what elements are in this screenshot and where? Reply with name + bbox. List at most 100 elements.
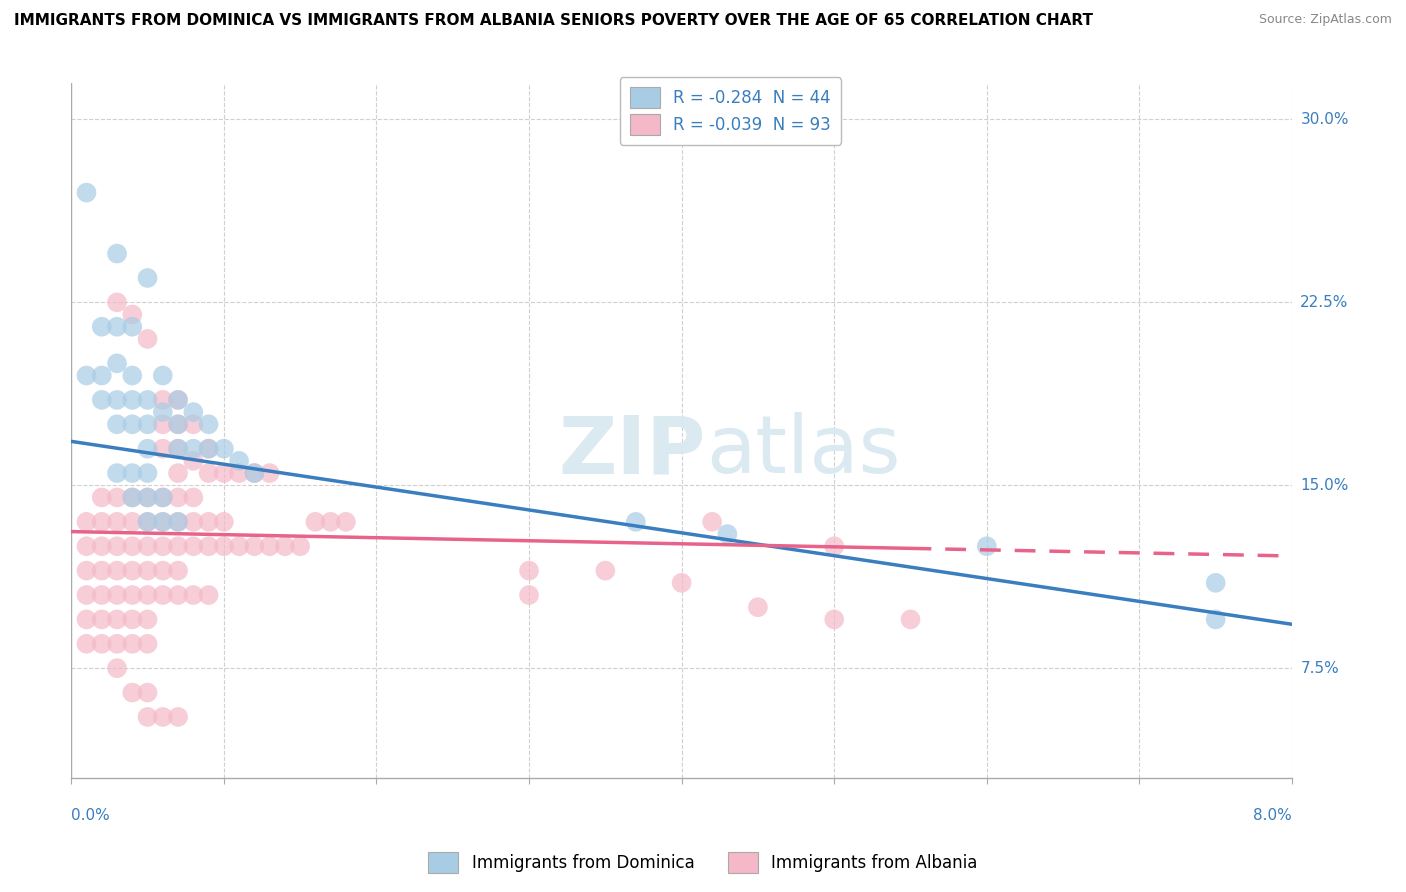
Point [288, 539, 311, 553]
Point [167, 515, 190, 529]
Point [136, 515, 159, 529]
Point [105, 356, 128, 370]
Point [1205, 612, 1227, 626]
Point [136, 685, 159, 699]
Point [136, 637, 159, 651]
Point [197, 539, 219, 553]
Point [136, 710, 159, 724]
Point [167, 491, 190, 505]
Point [76, 186, 98, 200]
Point [747, 600, 769, 615]
Point [181, 515, 204, 529]
Point [152, 515, 174, 529]
Point [152, 710, 174, 724]
Point [76, 612, 98, 626]
Point [167, 710, 190, 724]
Point [121, 417, 143, 432]
Point [105, 661, 128, 675]
Point [152, 491, 174, 505]
Point [136, 564, 159, 578]
Point [90, 612, 112, 626]
Point [90, 539, 112, 553]
Point [90, 319, 112, 334]
Text: 0.0%: 0.0% [72, 808, 110, 823]
Point [152, 368, 174, 383]
Point [671, 575, 693, 590]
Legend: Immigrants from Dominica, Immigrants from Albania: Immigrants from Dominica, Immigrants fro… [422, 846, 984, 880]
Point [76, 539, 98, 553]
Point [181, 454, 204, 468]
Point [90, 564, 112, 578]
Point [76, 368, 98, 383]
Point [181, 539, 204, 553]
Point [121, 588, 143, 602]
Text: 8.0%: 8.0% [1253, 808, 1292, 823]
Point [136, 612, 159, 626]
Point [167, 442, 190, 456]
Point [167, 515, 190, 529]
Point [136, 491, 159, 505]
Point [136, 588, 159, 602]
Point [90, 515, 112, 529]
Point [90, 392, 112, 407]
Point [167, 588, 190, 602]
Point [76, 637, 98, 651]
Point [197, 442, 219, 456]
Point [121, 491, 143, 505]
Point [181, 491, 204, 505]
Point [167, 392, 190, 407]
Point [319, 515, 342, 529]
Point [304, 515, 326, 529]
Point [136, 539, 159, 553]
Point [136, 392, 159, 407]
Text: 22.5%: 22.5% [1301, 295, 1348, 310]
Point [152, 539, 174, 553]
Point [212, 442, 235, 456]
Point [136, 515, 159, 529]
Point [105, 612, 128, 626]
Point [121, 319, 143, 334]
Point [121, 612, 143, 626]
Point [197, 588, 219, 602]
Point [228, 539, 250, 553]
Point [105, 246, 128, 260]
Point [76, 588, 98, 602]
Point [197, 466, 219, 480]
Point [716, 527, 738, 541]
Point [76, 564, 98, 578]
Legend: R = -0.284  N = 44, R = -0.039  N = 93: R = -0.284 N = 44, R = -0.039 N = 93 [620, 78, 841, 145]
Text: atlas: atlas [706, 412, 900, 491]
Point [121, 466, 143, 480]
Point [335, 515, 357, 529]
Point [274, 539, 297, 553]
Point [105, 588, 128, 602]
Point [167, 417, 190, 432]
Point [136, 466, 159, 480]
Text: Source: ZipAtlas.com: Source: ZipAtlas.com [1258, 13, 1392, 27]
Point [167, 392, 190, 407]
Point [228, 454, 250, 468]
Point [517, 564, 540, 578]
Point [105, 564, 128, 578]
Point [181, 417, 204, 432]
Point [228, 466, 250, 480]
Point [105, 295, 128, 310]
Point [976, 539, 998, 553]
Point [243, 466, 266, 480]
Point [212, 466, 235, 480]
Point [136, 417, 159, 432]
Point [197, 417, 219, 432]
Point [105, 637, 128, 651]
Point [595, 564, 617, 578]
Point [121, 491, 143, 505]
Point [136, 271, 159, 285]
Point [152, 417, 174, 432]
Point [136, 491, 159, 505]
Point [624, 515, 647, 529]
Point [197, 515, 219, 529]
Point [121, 392, 143, 407]
Point [152, 515, 174, 529]
Point [152, 392, 174, 407]
Point [243, 539, 266, 553]
Point [212, 539, 235, 553]
